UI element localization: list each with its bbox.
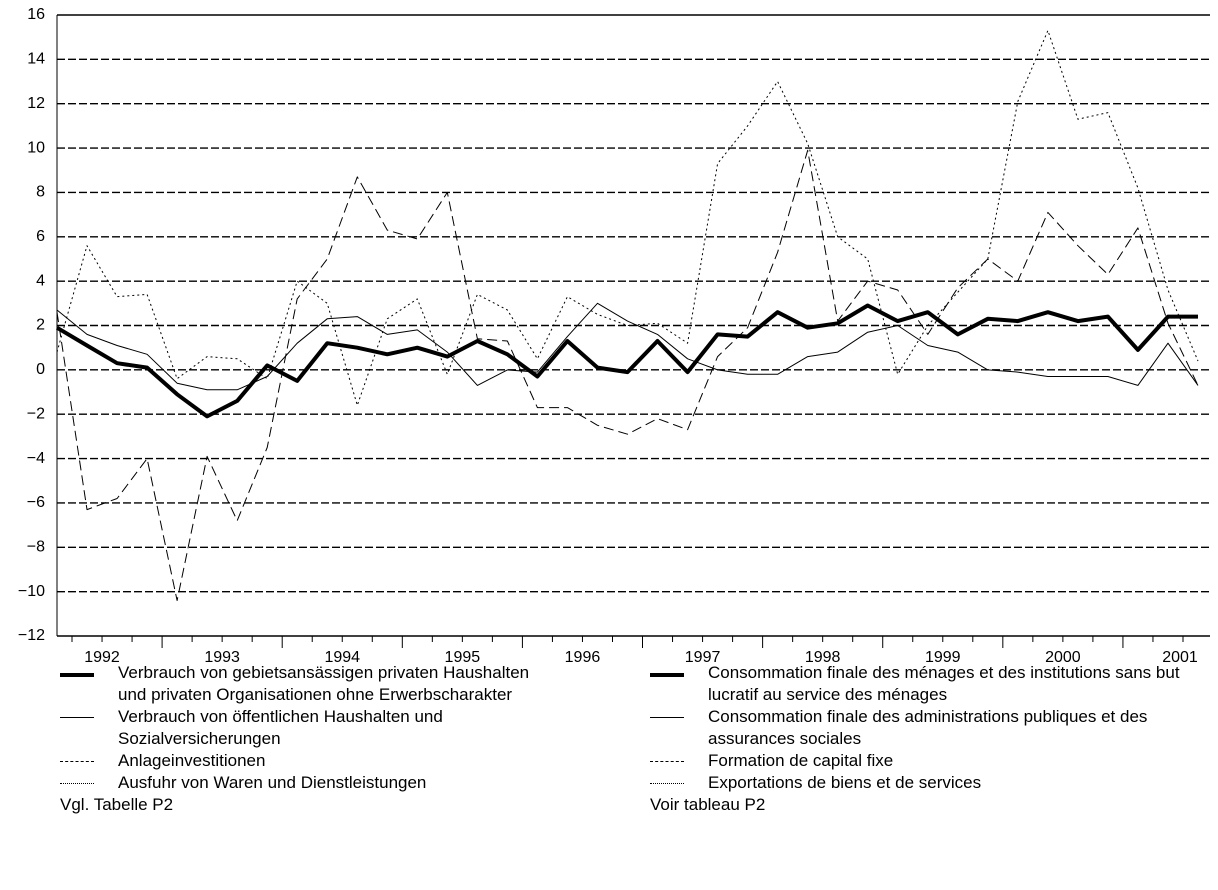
y-tick-label: −8: [27, 539, 45, 556]
x-tick-label: 1998: [805, 649, 841, 662]
x-tick-label: 1996: [565, 649, 601, 662]
x-tick-label: 2001: [1162, 649, 1198, 662]
y-tick-label: −12: [18, 627, 45, 644]
x-tick-label: 1992: [84, 649, 120, 662]
y-tick-label: 0: [36, 361, 45, 378]
legend-label: Verbrauch von öffentlichen Haushalten un…: [118, 707, 443, 748]
note: Vgl. Tabelle P2: [60, 795, 174, 814]
legend-swatch: [60, 783, 94, 784]
y-tick-label: −10: [18, 583, 45, 600]
legend-swatch: [650, 761, 684, 762]
y-tick-label: 4: [36, 272, 45, 289]
legend-item: Verbrauch von gebietsansässigen privaten…: [60, 662, 560, 706]
y-tick-label: −4: [27, 450, 45, 467]
y-tick-label: −2: [27, 405, 45, 422]
legend-item: Verbrauch von öffentlichen Haushalten un…: [60, 706, 560, 750]
y-tick-label: 10: [27, 139, 45, 156]
x-tick-label: 1993: [204, 649, 240, 662]
legend-label: Formation de capital fixe: [708, 751, 894, 770]
legend-swatch: [60, 717, 94, 718]
y-tick-label: 8: [36, 184, 45, 201]
note: Voir tableau P2: [650, 795, 766, 814]
series-line: [56, 30, 1199, 406]
x-tick-label: 1995: [445, 649, 481, 662]
x-tick-label: 2000: [1045, 649, 1081, 662]
y-tick-label: 2: [36, 317, 45, 334]
legend-label: Exportations de biens et de services: [708, 773, 982, 792]
x-tick-label: 1997: [685, 649, 721, 662]
y-tick-label: 16: [27, 6, 45, 23]
legend-swatch: [650, 783, 684, 784]
legend-swatch: [650, 717, 684, 718]
legend-label: Consommation finale des ménages et des i…: [708, 663, 1180, 704]
legend-swatch: [60, 761, 94, 762]
legend: Verbrauch von gebietsansässigen privaten…: [0, 662, 1218, 890]
legend-item: Exportations de biens et de services: [650, 772, 1210, 794]
legend-label: Anlageinvestitionen: [118, 751, 266, 770]
legend-item: Anlageinvestitionen: [60, 750, 560, 772]
legend-swatch: [650, 673, 684, 677]
legend-item: Ausfuhr von Waren und Dienstleistungen: [60, 772, 560, 794]
x-tick-label: 1994: [324, 649, 360, 662]
y-tick-label: 6: [36, 228, 45, 245]
chart: −12 −10 −8 −6 −4 −2 0 2 4 6 8 10 12 14 16 1992 1993 1994 1…: [18, 6, 1210, 662]
y-tick-label: 14: [27, 51, 45, 68]
legend-item: Formation de capital fixe: [650, 750, 1210, 772]
legend-label: Consommation finale des administrations …: [708, 707, 1148, 748]
y-tick-label: −6: [27, 494, 45, 511]
series-line: [56, 149, 1199, 601]
x-tick-label: 1999: [925, 649, 961, 662]
legend-label: Ausfuhr von Waren und Dienstleistungen: [118, 773, 427, 792]
legend-label: Verbrauch von gebietsansässigen privaten…: [118, 663, 530, 704]
series-line: [55, 303, 1198, 419]
legend-swatch: [60, 673, 94, 677]
legend-item: Consommation finale des ménages et des i…: [650, 662, 1210, 706]
legend-item: Consommation finale des administrations …: [650, 706, 1210, 750]
y-tick-label: 12: [27, 95, 45, 112]
series-line: [56, 302, 1199, 391]
legend-de: Verbrauch von gebietsansässigen privaten…: [60, 662, 560, 816]
legend-fr: Consommation finale des ménages et des i…: [650, 662, 1210, 816]
